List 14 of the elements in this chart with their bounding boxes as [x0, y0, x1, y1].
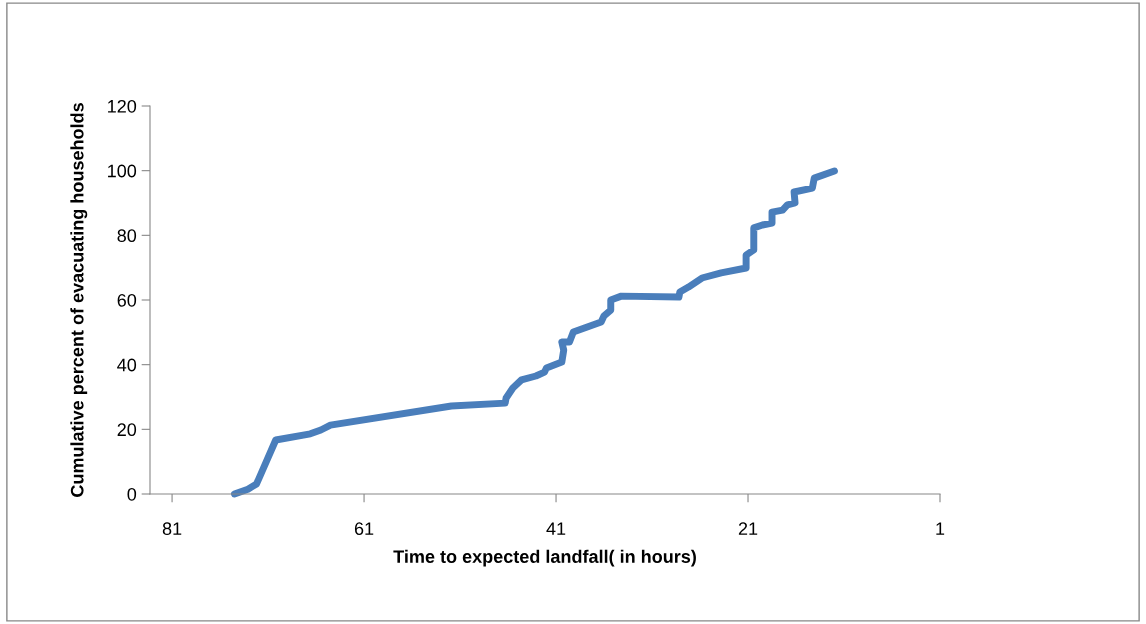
- y-tick-label: 80: [117, 229, 137, 243]
- x-tick-label: 41: [546, 522, 566, 535]
- x-tick-label: 21: [738, 522, 758, 535]
- y-tick-label: 0: [127, 487, 137, 501]
- y-tick-label: 60: [117, 293, 137, 307]
- y-tick-label: 40: [117, 358, 137, 372]
- x-tick-label: 61: [354, 522, 374, 536]
- x-axis-title: Time to expected landfall( in hours): [393, 549, 696, 567]
- x-tick-label: 1: [936, 522, 945, 535]
- y-tick-label: 20: [117, 423, 137, 437]
- x-tick-label: 81: [162, 522, 182, 536]
- y-axis-title: Cumulative percent of evacuating households: [70, 103, 88, 497]
- y-tick-label: 100: [108, 164, 137, 178]
- y-tick-label: 120: [108, 99, 137, 113]
